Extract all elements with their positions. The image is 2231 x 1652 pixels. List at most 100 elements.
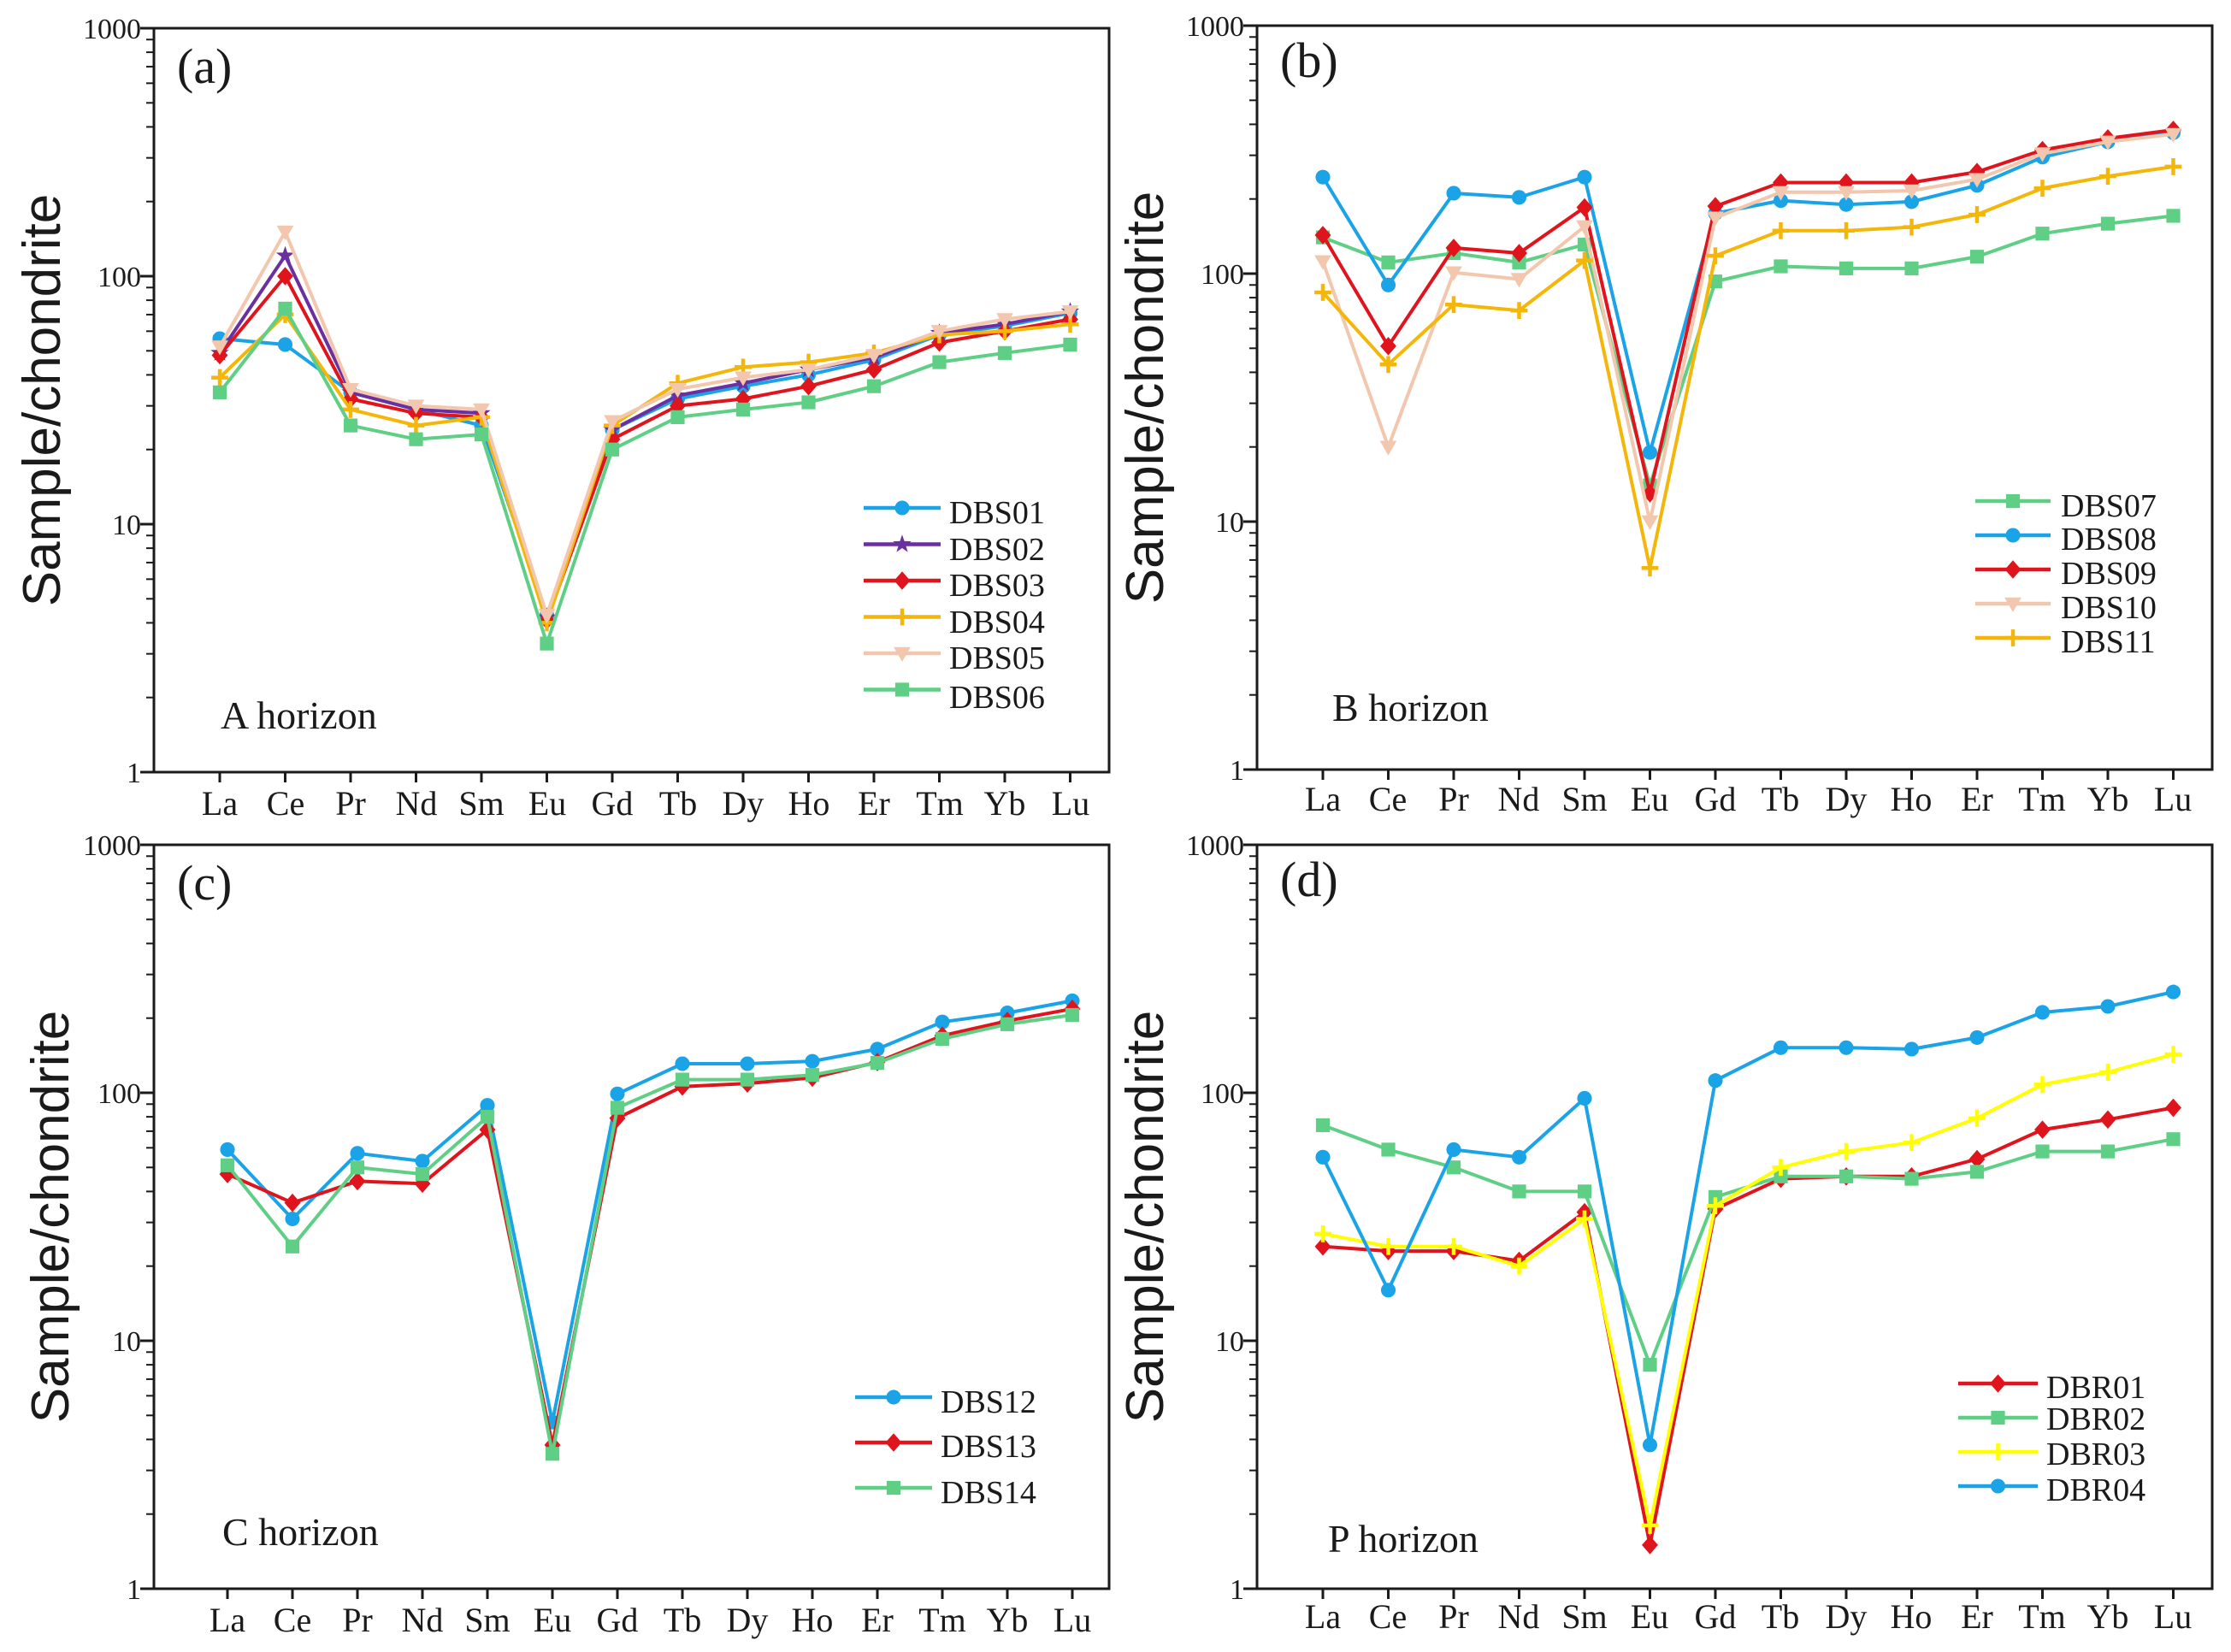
series-dbr03-point	[1314, 1225, 1331, 1242]
series-dbs08-line	[1321, 131, 2174, 455]
panel-c-xtick-la: La	[210, 1601, 245, 1639]
series-dbs10-point	[1903, 184, 1921, 199]
series-dbs08-point	[1839, 197, 1854, 212]
panel-b-xtick-dy: Dy	[1826, 780, 1868, 818]
panel-b-xtick-tb: Tb	[1762, 780, 1799, 818]
series-dbs14-point	[285, 1239, 300, 1254]
panel-d-xtick-yb: Yb	[2087, 1597, 2129, 1636]
series-dbs04-point	[211, 369, 228, 386]
series-dbs14-point	[740, 1072, 755, 1087]
panel-a-ytick-1: 1	[127, 758, 141, 789]
series-dbs06-point	[540, 636, 554, 651]
series-dbs08-point	[1380, 277, 1396, 292]
series-dbs05-point	[211, 340, 228, 356]
panel-a-x-ticks: La Ce Pr Nd Sm Eu Gd Tb Dy Ho Er Tm Yb L…	[202, 784, 1089, 823]
series-dbr03-point	[1838, 1142, 1855, 1160]
series-dbr02-point	[1643, 1358, 1657, 1372]
series-dbs12-point	[220, 1142, 235, 1158]
panel-a-legend-label: DBS05	[949, 640, 1045, 676]
series-dbs01-point	[277, 337, 293, 352]
series-dbs05-point	[1061, 305, 1079, 321]
series-dbs13-point	[284, 1193, 301, 1212]
panel-d-plot-frame	[1255, 843, 2214, 1590]
series-dbr03-point	[2033, 1076, 2051, 1094]
series-dbs10-point	[2099, 135, 2116, 150]
series-dbs14	[220, 1007, 1080, 1496]
series-dbs05-point	[407, 399, 425, 415]
series-dbs05	[211, 225, 1079, 662]
panel-d-x-ticks: La Ce Pr Nd Sm Eu Gd Tb Dy Ho Er Tm Yb L…	[1305, 1597, 2192, 1636]
series-dbs07-point	[1839, 261, 1854, 275]
series-dbs11-point	[1903, 218, 1921, 236]
legend-dbs09-marker	[2004, 560, 2021, 579]
series-dbs14-point	[480, 1110, 495, 1124]
series-dbr02-point	[1904, 1171, 1919, 1186]
panel-a-xtick-tm: Tm	[916, 784, 964, 823]
panel-c-xtick-er: Er	[861, 1601, 894, 1639]
series-dbr04-point	[1446, 1142, 1461, 1158]
panel-c-xtick-pr: Pr	[342, 1601, 373, 1639]
panel-a: Sample/chondrite (a) A horizon 1000 100 …	[13, 14, 1111, 823]
legend-dbr02-marker	[1991, 1410, 2005, 1425]
series-dbs12-point	[350, 1146, 365, 1161]
series-dbr03-point	[1707, 1197, 1724, 1215]
legend-dbr04-marker	[1990, 1478, 2006, 1494]
series-dbs11-point	[1968, 206, 1986, 223]
legend-dbs08-marker	[2005, 528, 2021, 543]
panel-b-xtick-sm: Sm	[1561, 780, 1607, 818]
series-dbr04-point	[1969, 1030, 1985, 1045]
panel-a-xtick-la: La	[202, 784, 238, 823]
series-dbs06-point	[801, 395, 816, 410]
series-dbs07-point	[2035, 227, 2050, 241]
series-dbs05-point	[604, 415, 621, 430]
panel-c-xtick-gd: Gd	[597, 1601, 639, 1639]
series-dbr02-point	[2100, 1144, 2116, 1159]
series-dbs05-point	[735, 371, 752, 386]
panel-b-legend: DBS07 DBS08 DBS09 DBS10 DBS11	[2061, 488, 2157, 660]
panel-a-horizon-label: A horizon	[221, 693, 377, 737]
series-dbs07-point	[1512, 255, 1526, 269]
series-dbr04	[1315, 984, 2181, 1494]
panel-d-ytick-100: 100	[1201, 1078, 1244, 1110]
series-dbs07-point	[1904, 261, 1919, 275]
series-dbs06-point	[343, 418, 358, 433]
series-dbs05-point	[930, 325, 948, 340]
series-dbs05-point	[473, 403, 490, 418]
panel-d-legend: DBR01 DBR02 DBR03 DBR04	[2046, 1370, 2145, 1508]
series-dbr04-point	[2034, 1005, 2051, 1020]
panel-c-xtick-ce: Ce	[274, 1601, 311, 1639]
panel-d-legend-label: DBR01	[2046, 1370, 2145, 1406]
series-dbr02-point	[1774, 1169, 1788, 1183]
series-dbr02-point	[1512, 1184, 1526, 1199]
panel-d-xtick-ce: Ce	[1369, 1597, 1407, 1636]
series-dbs11-point	[1379, 356, 1397, 374]
series-dbs06-point	[670, 410, 685, 425]
series-dbs12-point	[610, 1086, 625, 1101]
panel-a-legend-label: DBS01	[949, 495, 1045, 531]
series-dbr03-point	[1510, 1257, 1528, 1275]
panel-a-xtick-sm: Sm	[458, 784, 504, 823]
panel-b-plot-frame	[1255, 24, 2214, 771]
panel-a-y-axis-label: Sample/chondrite	[13, 194, 72, 607]
panel-b-xtick-pr: Pr	[1438, 780, 1469, 818]
series-dbr04-point	[1839, 1040, 1854, 1055]
panel-a-xtick-eu: Eu	[528, 784, 566, 823]
series-dbs06-point	[997, 345, 1012, 360]
panel-b-xtick-yb: Yb	[2087, 780, 2129, 818]
panel-b-legend-label: DBS11	[2061, 624, 2156, 660]
panel-a-xtick-er: Er	[858, 784, 890, 823]
series-dbs10	[1314, 127, 2182, 612]
panel-b-xtick-eu: Eu	[1631, 780, 1668, 818]
legend-dbs05-marker	[894, 646, 911, 662]
series-dbs14-point	[610, 1100, 625, 1115]
series-dbs12-point	[415, 1153, 430, 1169]
panel-d-xtick-tm: Tm	[2018, 1597, 2066, 1636]
legend-dbs02-marker	[893, 534, 912, 552]
series-dbs13-line	[227, 1006, 1073, 1447]
panel-a-legend-label: DBS06	[949, 680, 1045, 716]
series-dbs09-point	[1445, 239, 1462, 257]
panel-d-xtick-dy: Dy	[1826, 1597, 1868, 1636]
panel-c-xtick-eu: Eu	[534, 1601, 571, 1639]
legend-dbs13-marker	[885, 1433, 902, 1452]
